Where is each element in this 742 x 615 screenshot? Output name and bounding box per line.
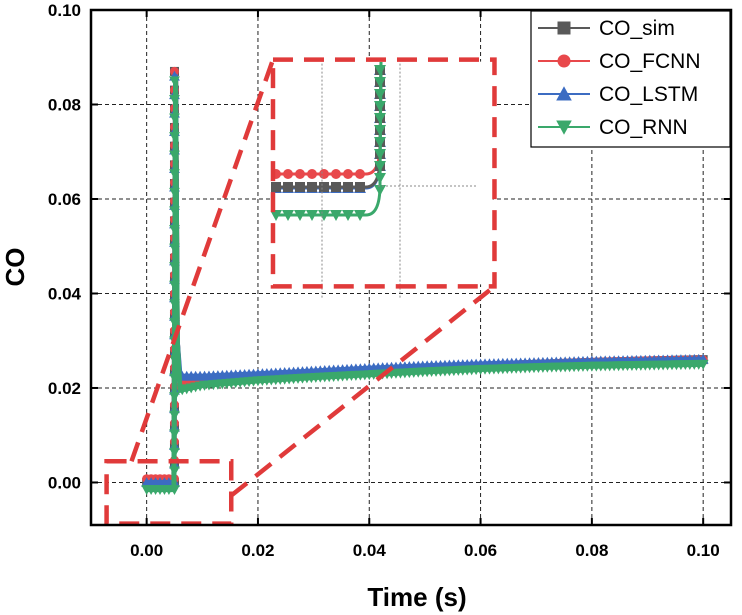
x-tick-label-5: 0.10 <box>687 541 720 560</box>
series-spike-point-CO_RNN-2 <box>169 447 180 458</box>
series-spike-point-CO_RNN-4 <box>169 410 180 421</box>
x-tick-label-1: 0.02 <box>241 541 274 560</box>
inset-spike-point-3-166 <box>374 161 386 172</box>
inset-point-2-336 <box>331 182 341 192</box>
y-tick-label-5: 0.10 <box>48 1 81 20</box>
inset-point-0-324 <box>319 169 329 179</box>
inset-spike-point-3-190 <box>374 185 386 196</box>
inset-point-2-288 <box>283 182 293 192</box>
x-tick-label-2: 0.04 <box>353 541 387 560</box>
zoom-source-box <box>104 458 234 526</box>
inset-point-2-312 <box>307 182 317 192</box>
inset-point-2-300 <box>295 182 305 192</box>
zoom-connector-upper <box>129 58 276 462</box>
legend-marker-CO_sim <box>557 21 571 35</box>
x-axis-title: Time (s) <box>367 582 466 612</box>
inset-point-0-360 <box>355 169 365 179</box>
series-spike-point-CO_RNN-5 <box>169 392 180 403</box>
series-spike-point-CO_RNN-20 <box>169 113 180 124</box>
series-spike-point-CO_RNN-17 <box>169 169 180 180</box>
y-tick-label-4: 0.08 <box>48 95 81 114</box>
inset-spike-point-3-118 <box>374 113 386 124</box>
zoom-inset-box <box>270 57 497 289</box>
y-tick-label-0: 0.00 <box>48 473 81 492</box>
inset-point-0-300 <box>295 169 305 179</box>
zoom-inset-content <box>271 61 386 221</box>
inset-point-0-348 <box>343 169 353 179</box>
inset-point-3-324 <box>318 210 330 221</box>
inset-point-2-276 <box>271 182 281 192</box>
legend-marker-CO_LSTM <box>556 86 572 101</box>
y-axis-title: CO <box>0 248 30 287</box>
series-spike-point-CO_RNN-19 <box>169 132 180 143</box>
inset-point-3-348 <box>342 210 354 221</box>
inset-point-3-276 <box>271 210 282 221</box>
inset-spike-point-3-82 <box>374 77 386 88</box>
inset-point-3-336 <box>330 210 342 221</box>
plot-frame <box>89 8 733 527</box>
inset-spike-point-3-130 <box>374 125 386 136</box>
legend-label-CO_FCNN: CO_FCNN <box>599 50 701 73</box>
series-point-CO_RNN-123 <box>697 359 709 370</box>
series-spike-point-CO_RNN-18 <box>169 150 180 161</box>
x-tick-label-4: 0.08 <box>575 541 608 560</box>
series-spike-point-CO_RNN-7 <box>169 355 180 365</box>
inset-spike-point-3-94 <box>374 89 386 100</box>
legend: CO_sim CO_FCNN CO_LSTM CO_RNN <box>530 10 731 148</box>
inset-spike-point-3-178 <box>374 173 386 184</box>
x-tick-labels: 0.00 0.02 0.04 0.06 0.08 0.10 <box>130 541 720 560</box>
inset-spike-point-3-154 <box>374 149 386 160</box>
series-spike-point-CO_RNN-11 <box>169 280 180 291</box>
y-tick-label-3: 0.06 <box>48 190 81 209</box>
series-spike-point-CO_RNN-9 <box>169 317 180 328</box>
series-CO_RNN <box>141 76 709 495</box>
inset-point-3-300 <box>294 210 306 221</box>
series-spike-point-CO_RNN-15 <box>169 206 180 217</box>
inset-spike-point-3-106 <box>374 101 386 112</box>
x-tick-label-0: 0.00 <box>130 541 163 560</box>
y-tick-label-2: 0.04 <box>48 284 82 303</box>
series-group <box>141 66 709 495</box>
legend-label-CO_RNN: CO_RNN <box>599 116 688 139</box>
inset-point-2-348 <box>343 182 353 192</box>
inset-point-3-312 <box>306 210 318 221</box>
inset-point-2-324 <box>319 182 329 192</box>
series-spike-point-CO_RNN-12 <box>169 262 180 273</box>
series-spike-point-CO_RNN-14 <box>169 224 180 235</box>
zoom-connector-lower <box>229 284 496 498</box>
inset-point-0-336 <box>331 169 341 179</box>
series-spike-point-CO_RNN-6 <box>169 373 180 384</box>
x-tick-label-3: 0.06 <box>464 541 497 560</box>
series-spike-point-CO_RNN-1 <box>169 466 180 477</box>
y-tick-label-1: 0.02 <box>48 379 81 398</box>
series-spike-point-CO_RNN-10 <box>169 299 180 310</box>
inset-spike-point-3-142 <box>374 137 386 148</box>
legend-marker-CO_FCNN <box>557 54 571 68</box>
inset-point-3-288 <box>282 210 294 221</box>
inset-point-0-288 <box>283 169 293 179</box>
series-spike-point-CO_RNN-0 <box>169 485 180 495</box>
zoom-annotations <box>104 57 497 526</box>
series-spike-point-CO_RNN-13 <box>169 243 180 254</box>
series-spike-point-CO_RNN-22 <box>169 76 180 87</box>
legend-label-CO_LSTM: CO_LSTM <box>599 83 698 106</box>
y-tick-labels: 0.00 0.02 0.04 0.06 0.08 0.10 <box>48 1 82 492</box>
inset-point-0-312 <box>307 169 317 179</box>
series-spike-point-CO_RNN-3 <box>169 429 180 440</box>
series-spike-point-CO_RNN-16 <box>169 187 180 198</box>
inset-point-3-360 <box>354 210 366 221</box>
legend-label-CO_sim: CO_sim <box>599 17 675 40</box>
legend-marker-CO_RNN <box>556 120 572 135</box>
series-spike-point-CO_RNN-21 <box>169 94 180 105</box>
inset-spike-point-3-70 <box>374 65 386 76</box>
inset-point-2-360 <box>355 182 365 192</box>
